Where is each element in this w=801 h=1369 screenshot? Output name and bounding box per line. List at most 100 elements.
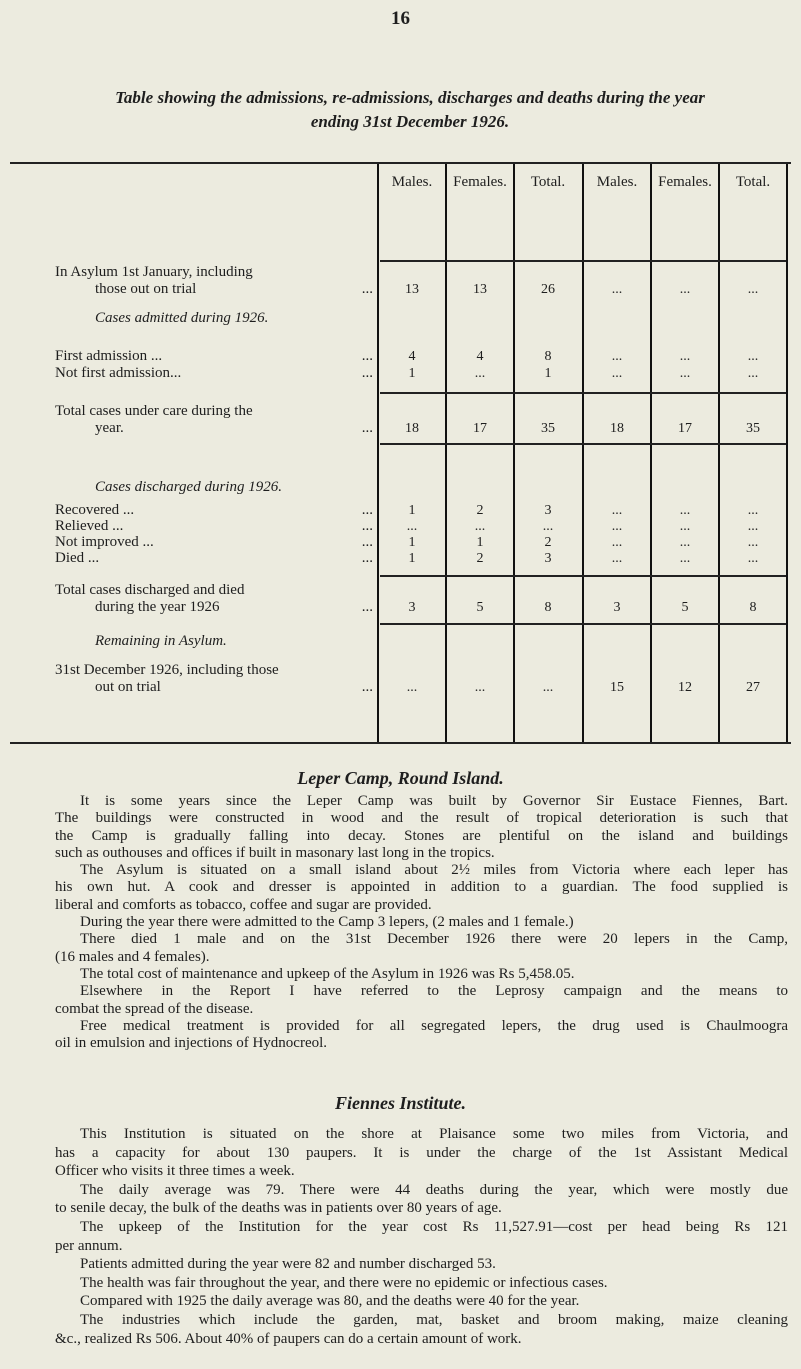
table-cell: 13	[473, 282, 487, 297]
paragraph: Patients admitted during the year were 8…	[55, 1255, 788, 1274]
fiennes-heading: Fiennes Institute.	[334, 1093, 467, 1113]
table-cell: 2	[476, 551, 484, 566]
table-cell: ...	[611, 282, 623, 297]
row-label-line: during the year 1926	[95, 599, 220, 615]
paragraph: The Asylum is situated on a small island…	[55, 862, 788, 914]
table-cell: ...	[679, 503, 691, 518]
leper-camp-heading: Leper Camp, Round Island.	[297, 768, 504, 788]
table-cell: ...	[474, 519, 486, 534]
table-cell: 27	[746, 680, 760, 695]
row-label-line: Died ...	[55, 550, 100, 566]
column-rule	[718, 163, 720, 743]
table-cell: 2	[544, 535, 552, 550]
text-line: oil in emulsion and injections of Hydnoc…	[55, 1035, 328, 1052]
table-bottom-rule	[10, 742, 791, 744]
column-header: Total.	[530, 174, 566, 190]
paragraph: The daily average was 79. There were 44 …	[55, 1181, 788, 1218]
table-cell: 18	[610, 421, 624, 436]
column-header: Males.	[391, 174, 433, 190]
text-line: Free medical treatment is provided for a…	[80, 1017, 788, 1034]
text-line: The daily average was 79. There were 44 …	[80, 1181, 788, 1198]
row-label-line: In Asylum 1st January, including	[55, 264, 253, 280]
leader-dots: ...	[361, 550, 373, 566]
row-label-line: Not improved ...	[55, 534, 154, 550]
row-label-line: Total cases under care during the	[55, 403, 253, 419]
table-top-rule	[10, 162, 791, 164]
table-cell: ...	[474, 680, 486, 695]
row-label-line: year.	[95, 420, 124, 436]
table-cell: 18	[405, 421, 419, 436]
text-line: The upkeep of the Institution for the ye…	[80, 1218, 788, 1235]
table-cell: 17	[473, 421, 487, 436]
table-cell: 15	[610, 680, 624, 695]
section-label: Cases discharged during 1926.	[95, 479, 282, 495]
paragraph: The total cost of maintenance and upkeep…	[55, 966, 788, 983]
row-label: Total cases discharged and died during th…	[55, 582, 373, 616]
row-rule	[380, 575, 786, 577]
table-cell: ...	[679, 366, 691, 381]
table-cell: 3	[408, 600, 416, 615]
text-line: (16 males and 4 females).	[55, 948, 210, 965]
table-cell: 1	[476, 535, 484, 550]
paragraph: Compared with 1925 the daily average was…	[55, 1292, 788, 1311]
table-cell: 8	[544, 600, 552, 615]
row-label: Died ......	[55, 550, 373, 567]
table-cell: 35	[541, 421, 555, 436]
table-cell: ...	[679, 519, 691, 534]
table-cell: 8	[749, 600, 757, 615]
table-cell: 17	[678, 421, 692, 436]
text-line: During the year there were admitted to t…	[80, 914, 574, 931]
text-line: per annum.	[55, 1237, 123, 1254]
text-line: liberal and comforts as tobacco, coffee …	[55, 896, 432, 913]
leader-dots: ...	[361, 348, 373, 364]
column-header: Total.	[735, 174, 771, 190]
table-cell: ...	[679, 535, 691, 550]
table-cell: 8	[544, 349, 552, 364]
row-label: Total cases under care during the year...…	[55, 403, 373, 437]
text-line: Patients admitted during the year were 8…	[80, 1256, 496, 1273]
table-cell: ...	[679, 349, 691, 364]
table-cell: 1	[408, 551, 416, 566]
text-line: The total cost of maintenance and upkeep…	[80, 965, 575, 982]
leader-dots: ...	[361, 534, 373, 550]
table-cell: ...	[747, 551, 759, 566]
section-label: Cases admitted during 1926.	[95, 310, 269, 326]
text-line: This Institution is situated on the shor…	[80, 1126, 788, 1142]
table-cell: ...	[611, 551, 623, 566]
row-rule	[380, 623, 786, 625]
text-line: The buildings were constructed in wood a…	[55, 810, 788, 827]
table-cell: ...	[406, 519, 418, 534]
text-line: the Camp is gradually falling into decay…	[55, 827, 788, 844]
table-cell: 5	[681, 600, 689, 615]
leper-camp-text: It is some years since the Leper Camp wa…	[55, 793, 788, 1052]
table-cell: ...	[611, 503, 623, 518]
column-header: Females.	[658, 174, 712, 190]
table-cell: ...	[542, 519, 554, 534]
table-cell: ...	[542, 680, 554, 695]
text-line: has a capacity for about 130 paupers. It…	[55, 1144, 788, 1161]
paragraph: The upkeep of the Institution for the ye…	[55, 1218, 788, 1255]
row-label-line: out on trial	[95, 679, 161, 695]
column-rule	[786, 163, 788, 743]
leader-dots: ...	[361, 679, 373, 695]
table-cell: ...	[611, 366, 623, 381]
table-cell: ...	[474, 366, 486, 381]
text-line: There died 1 male and on the 31st Decemb…	[80, 931, 788, 948]
table-cell: 2	[476, 503, 484, 518]
column-rule	[445, 163, 447, 743]
column-rule	[377, 163, 379, 743]
column-rule	[582, 163, 584, 743]
table-cell: ...	[406, 680, 418, 695]
table-cell: 1	[408, 535, 416, 550]
column-rule	[513, 163, 515, 743]
row-rule	[380, 392, 786, 394]
row-label: Not first admission......	[55, 365, 373, 382]
text-line: It is some years since the Leper Camp wa…	[80, 793, 788, 809]
table-cell: 1	[544, 366, 552, 381]
text-line: The health was fair throughout the year,…	[80, 1274, 608, 1291]
paragraph: Elsewhere in the Report I have referred …	[55, 983, 788, 1018]
table-cell: ...	[747, 349, 759, 364]
table-cell: 26	[541, 282, 555, 297]
row-rule	[380, 443, 786, 445]
